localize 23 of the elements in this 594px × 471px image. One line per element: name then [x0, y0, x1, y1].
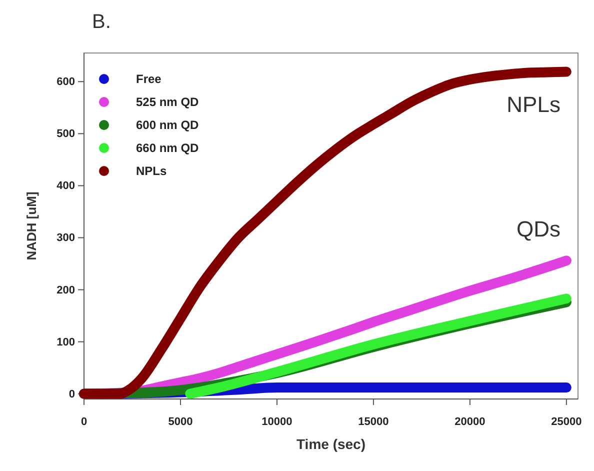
- x-tick-label: 20000: [454, 416, 486, 428]
- annotation: QDs: [516, 216, 560, 242]
- legend-label: NPLs: [136, 164, 167, 178]
- y-tick-label: 0: [68, 388, 75, 400]
- y-axis-title: NADH [uM]: [24, 192, 39, 260]
- legend-label: 525 nm QD: [136, 95, 200, 109]
- x-tick-label: 5000: [168, 416, 193, 428]
- x-tick-label: 15000: [358, 416, 389, 428]
- y-tick-label: 300: [56, 232, 75, 244]
- x-tick-label: 10000: [262, 416, 292, 428]
- x-tick-label: 0: [80, 416, 88, 428]
- x-tick-label: 25000: [551, 416, 582, 428]
- chart-title: B.: [92, 11, 111, 33]
- y-tick-label: 400: [56, 180, 75, 192]
- y-tick-label: 500: [56, 128, 75, 140]
- legend-label: 600 nm QD: [136, 118, 200, 132]
- x-axis-title: Time (sec): [296, 436, 366, 452]
- annotation: NPLs: [506, 92, 560, 117]
- y-tick-label: 100: [56, 336, 75, 348]
- legend-label: 660 nm QD: [136, 141, 200, 155]
- legend-label: Free: [136, 72, 162, 86]
- y-tick-label: 200: [56, 284, 75, 296]
- y-tick-label: 600: [56, 76, 75, 88]
